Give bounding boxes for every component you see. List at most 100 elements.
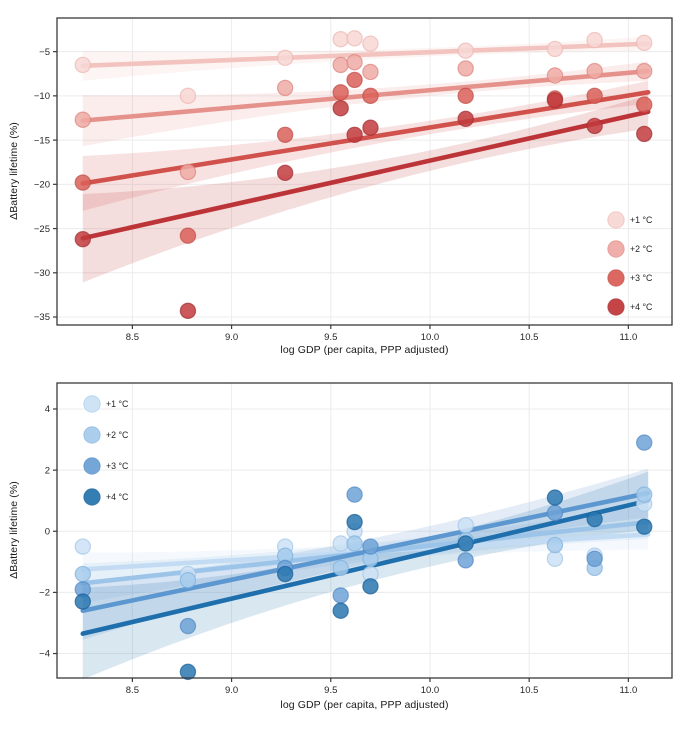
plot-frame xyxy=(56,382,673,679)
bottom-x-axis-title: log GDP (per capita, PPP adjusted) xyxy=(280,699,449,711)
data-point-4C xyxy=(332,602,349,619)
data-point-3C xyxy=(332,587,349,604)
x-tick-label: 8.5 xyxy=(126,332,139,343)
data-point-2C xyxy=(179,571,197,589)
legend-marker-3C xyxy=(83,457,101,475)
x-tick-label: 10.5 xyxy=(520,332,539,343)
legend-marker-3C xyxy=(607,269,625,287)
data-point-4C xyxy=(179,302,197,320)
legend-marker-1C xyxy=(607,211,625,229)
y-tick-label: −15 xyxy=(34,135,50,146)
panel-bottom: 8.5 9.0 9.5 10.0 10.5 11.0 4 2 0 −2 −4 +1 °C +2 °C +3… xyxy=(39,382,673,696)
data-point-4C xyxy=(636,518,653,535)
data-point-3C xyxy=(179,227,197,244)
data-point-1C xyxy=(457,516,474,534)
data-point-2C xyxy=(346,54,363,71)
data-point-1C xyxy=(346,30,363,47)
y-tick-label: −5 xyxy=(39,47,50,58)
data-point-2C xyxy=(332,56,349,74)
data-point-2C xyxy=(362,63,379,81)
data-point-4C xyxy=(546,92,564,109)
data-point-4C xyxy=(346,126,363,143)
data-point-2C xyxy=(74,565,91,583)
data-point-3C xyxy=(586,87,603,105)
legend-marker-2C xyxy=(83,426,101,444)
legend-marker-4C xyxy=(83,488,101,506)
x-tick-label: 10.0 xyxy=(421,332,440,343)
x-tick-label: 11.0 xyxy=(619,332,637,343)
data-point-3C xyxy=(276,126,294,143)
data-point-4C xyxy=(346,513,363,531)
legend-label-3C: +3 °C xyxy=(106,461,129,471)
legend-label-4C: +4 °C xyxy=(106,492,129,502)
x-tick-label: 9.0 xyxy=(225,685,238,696)
data-point-2C xyxy=(74,111,91,128)
y-tick-label: 0 xyxy=(45,526,50,537)
data-point-4C xyxy=(586,117,603,135)
data-point-4C xyxy=(546,489,564,506)
y-tick-label: −2 xyxy=(39,588,50,599)
x-tick-label: 9.0 xyxy=(225,332,238,343)
data-point-3C xyxy=(74,174,91,191)
data-point-4C xyxy=(457,535,474,552)
y-tick-label: −10 xyxy=(34,91,50,102)
data-point-4C xyxy=(457,110,474,128)
data-point-3C xyxy=(457,87,474,105)
y-tick-label: −30 xyxy=(34,268,50,279)
legend-label-4C: +4 °C xyxy=(630,302,653,312)
x-tick-label: 9.5 xyxy=(324,332,337,343)
data-point-4C xyxy=(74,230,91,248)
x-tick-label: 8.5 xyxy=(126,685,139,696)
data-point-2C xyxy=(546,67,564,84)
panel-top: 8.5 9.0 9.5 10.0 10.5 11.0 −5 −10 −15 −20 −25 −30 −3… xyxy=(34,17,673,343)
data-point-1C xyxy=(362,35,379,52)
data-point-4C xyxy=(74,593,91,610)
data-point-3C xyxy=(362,87,379,105)
y-tick-label: −35 xyxy=(34,312,50,323)
data-point-1C xyxy=(74,538,91,555)
x-tick-label: 10.0 xyxy=(421,685,440,696)
data-point-2C xyxy=(332,559,349,577)
data-point-4C xyxy=(179,663,197,681)
legend-label-3C: +3 °C xyxy=(630,273,653,283)
data-point-1C xyxy=(546,550,564,567)
data-point-2C xyxy=(457,60,474,77)
data-point-3C xyxy=(179,617,197,635)
data-point-3C xyxy=(346,71,363,89)
data-point-4C xyxy=(362,119,379,136)
data-point-1C xyxy=(586,31,603,49)
x-tick-label: 10.5 xyxy=(520,685,539,696)
data-point-4C xyxy=(332,100,349,117)
data-point-1C xyxy=(457,42,474,59)
data-point-2C xyxy=(586,62,603,80)
y-tick-label: 4 xyxy=(45,404,50,415)
data-point-1C xyxy=(332,31,349,48)
data-point-1C xyxy=(636,34,653,51)
data-point-2C xyxy=(636,486,653,503)
x-tick-label: 9.5 xyxy=(324,685,337,696)
data-point-4C xyxy=(276,565,294,583)
data-point-3C xyxy=(636,96,653,113)
data-point-1C xyxy=(179,87,197,105)
data-point-2C xyxy=(346,535,363,552)
data-point-1C xyxy=(332,535,349,552)
data-point-3C xyxy=(636,434,653,451)
data-point-4C xyxy=(636,125,653,143)
legend-label-2C: +2 °C xyxy=(106,430,129,440)
data-point-2C xyxy=(546,536,564,554)
bottom-y-axis-title: ΔBattery lifetime (%) xyxy=(8,481,20,579)
data-point-4C xyxy=(276,164,294,182)
y-tick-label: 2 xyxy=(45,465,50,476)
data-point-3C xyxy=(346,486,363,503)
data-point-2C xyxy=(179,163,197,181)
data-point-1C xyxy=(546,40,564,58)
regression-line-4C xyxy=(80,498,651,636)
legend-label-2C: +2 °C xyxy=(630,244,653,254)
legend-top: +1 °C +2 °C +3 °C +4 °C xyxy=(607,211,653,316)
data-point-3C xyxy=(546,504,564,522)
plot-frame xyxy=(56,17,673,326)
legend-label-1C: +1 °C xyxy=(106,399,129,409)
data-point-3C xyxy=(362,538,379,555)
